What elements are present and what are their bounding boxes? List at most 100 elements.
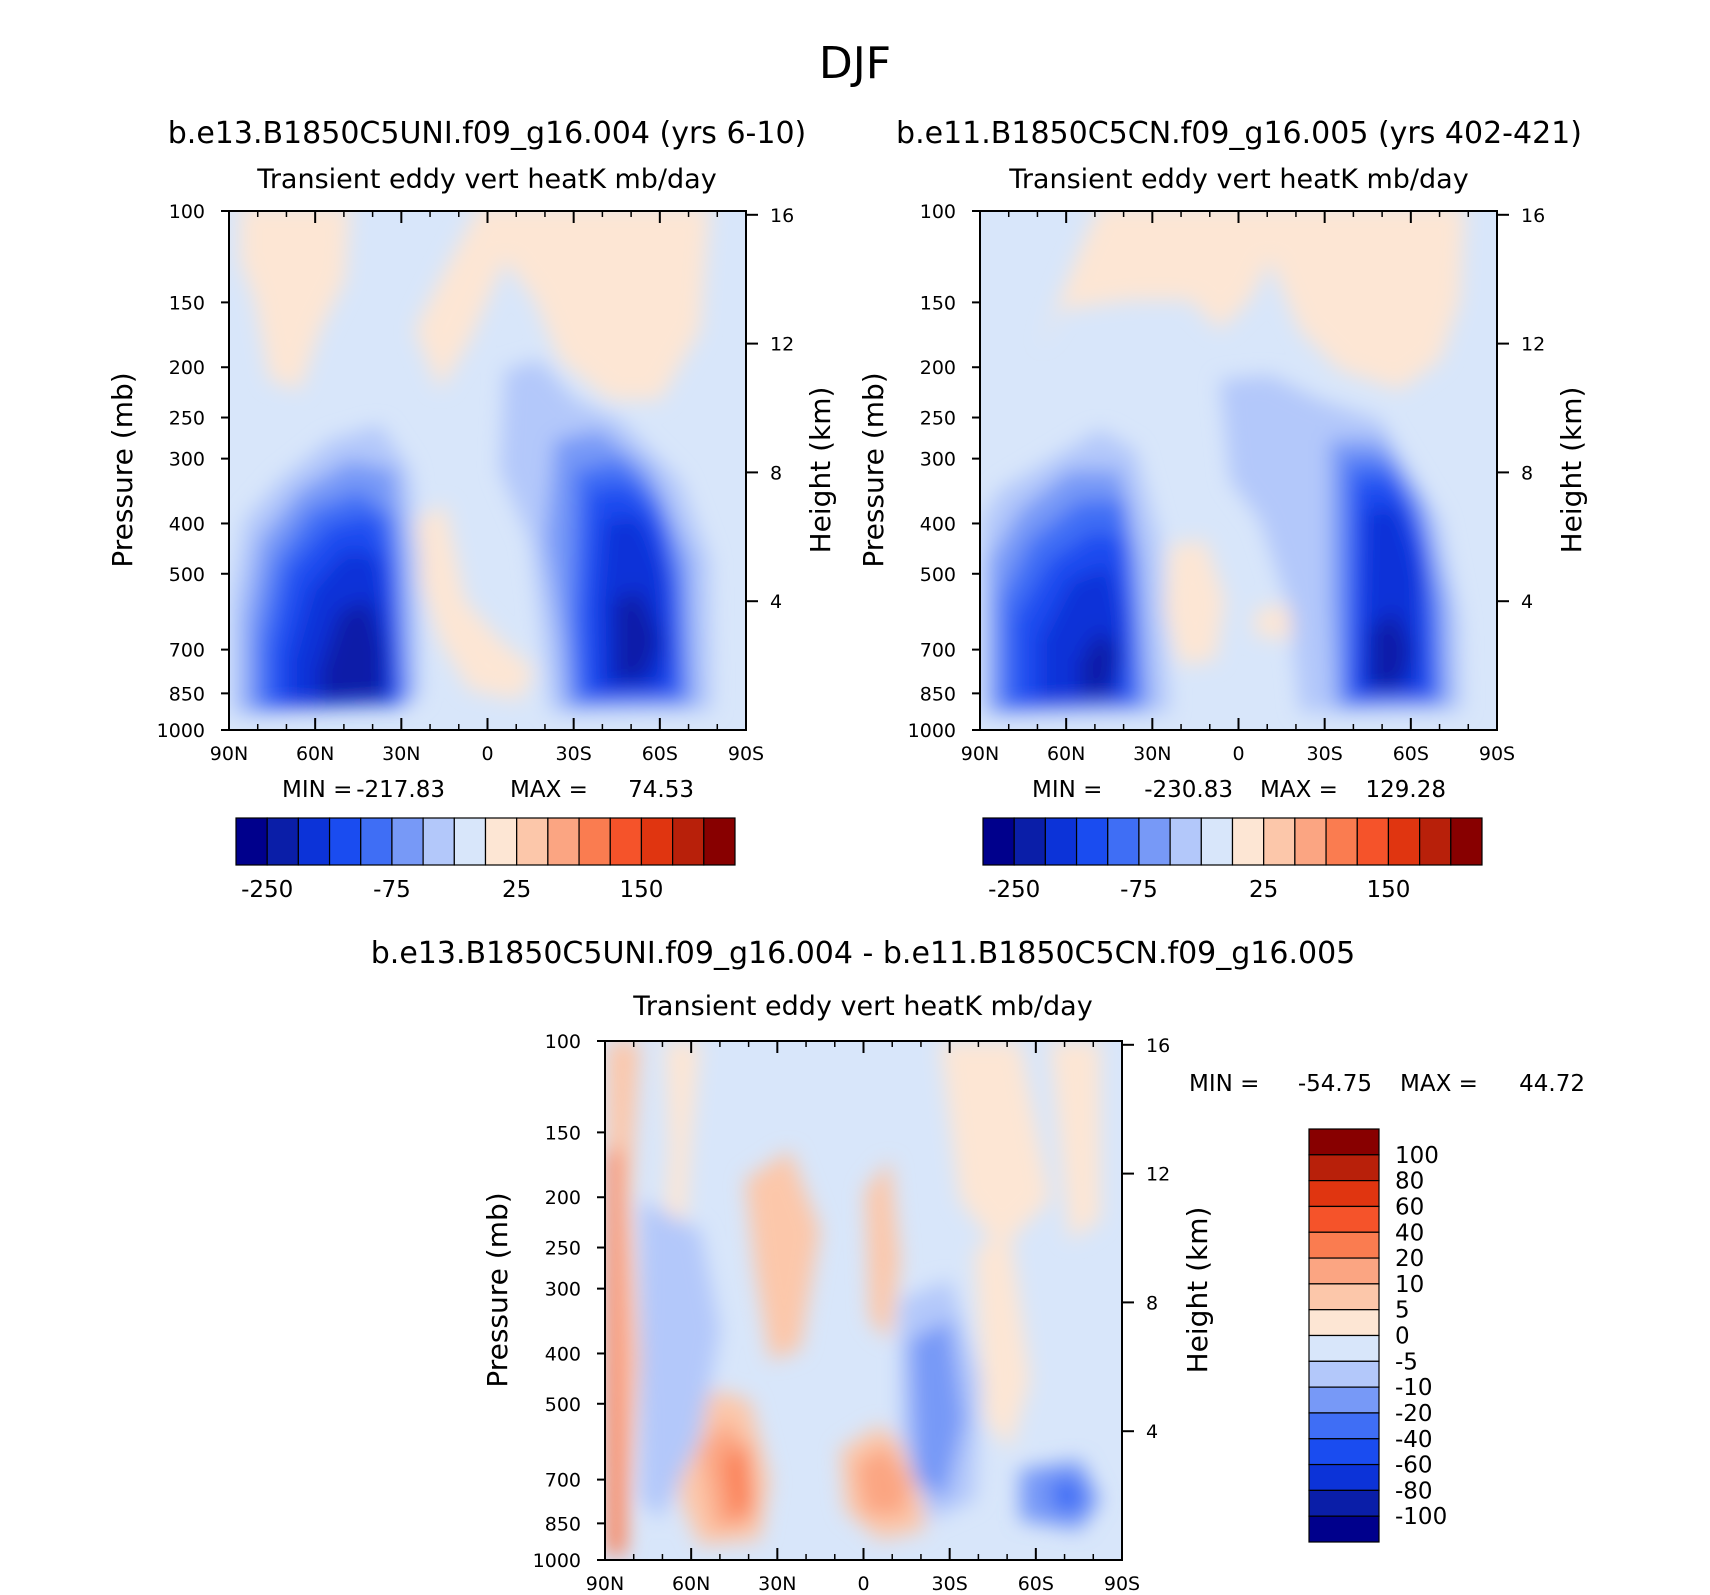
panel-2-max-value: 129.28 xyxy=(1366,777,1446,803)
colorbar-box xyxy=(1308,1463,1380,1491)
colorbar-box xyxy=(1308,1154,1380,1182)
x-tick-label: 90S xyxy=(1479,743,1515,765)
panel-1-case-title: b.e13.B1850C5UNI.f09_g16.004 (yrs 6-10) xyxy=(168,116,807,151)
colorbar-box xyxy=(1138,817,1171,866)
colorbar-label: -20 xyxy=(1395,1401,1433,1427)
x-tick-label: 90N xyxy=(210,743,248,765)
y-tick-label: 150 xyxy=(169,292,205,314)
y-tick-label: 1000 xyxy=(908,720,956,742)
y-tick-label: 850 xyxy=(920,683,956,705)
y-tick-label: 700 xyxy=(169,640,205,662)
y-tick-label: 400 xyxy=(920,513,956,535)
colorbar-box xyxy=(266,817,299,866)
colorbar-box xyxy=(1231,817,1265,866)
colorbar-box xyxy=(609,817,643,866)
colorbar-box xyxy=(982,817,1015,866)
x-tick-label: 30N xyxy=(758,1573,796,1591)
colorbar-box xyxy=(1308,1205,1380,1233)
x-tick-label: 0 xyxy=(1232,743,1244,765)
colorbar-box xyxy=(1325,817,1358,866)
panel-2-min-value: -230.83 xyxy=(1144,777,1233,803)
x-tick-label: 90S xyxy=(728,743,764,765)
colorbar-box xyxy=(703,817,736,866)
colorbar-box xyxy=(547,817,580,866)
colorbar-box xyxy=(578,817,611,866)
colorbar-box xyxy=(1450,817,1483,866)
x-tick-label: 60S xyxy=(642,743,678,765)
colorbar-label: -100 xyxy=(1395,1504,1447,1530)
y-tick-label: 300 xyxy=(169,449,205,471)
colorbar-box xyxy=(391,817,424,866)
y-tick-label: 300 xyxy=(920,449,956,471)
y-tick-label: 700 xyxy=(545,1470,581,1492)
colorbar-label: -10 xyxy=(1395,1375,1433,1401)
colorbar-label: 25 xyxy=(1249,877,1278,903)
panel-3-positive-region xyxy=(865,1160,900,1340)
y-tick-label: 850 xyxy=(545,1513,581,1535)
panel-2: b.e11.B1850C5CN.f09_g16.005 (yrs 402-421… xyxy=(857,116,1588,903)
y-tick-label: 1000 xyxy=(157,720,205,742)
x-tick-label: 30S xyxy=(556,743,592,765)
panel-1-ylabel-right: Height (km) xyxy=(804,387,837,554)
panel-3-positive-region xyxy=(940,1041,1050,1250)
colorbar-label: -80 xyxy=(1395,1478,1433,1504)
panel-2-colorbar: -250 -75 25 150 xyxy=(982,817,1483,903)
y-tick-label: 250 xyxy=(545,1238,581,1260)
colorbar-label: -250 xyxy=(241,877,293,903)
colorbar-label: -250 xyxy=(988,877,1040,903)
y-right-tick-label: 12 xyxy=(770,334,794,356)
y-tick-label: 700 xyxy=(920,640,956,662)
colorbar-box xyxy=(1308,1515,1380,1543)
colorbar-label: -5 xyxy=(1395,1349,1418,1375)
y-right-tick-label: 4 xyxy=(1146,1421,1158,1443)
y-tick-label: 400 xyxy=(169,513,205,535)
colorbar-box xyxy=(1308,1231,1380,1259)
panel-3-max-label: MAX = xyxy=(1400,1071,1478,1097)
y-tick-label: 200 xyxy=(545,1187,581,1209)
colorbar-box xyxy=(235,817,268,866)
panel-3-case-title: b.e13.B1850C5UNI.f09_g16.004 - b.e11.B18… xyxy=(371,936,1356,971)
panel-2-max-label: MAX = xyxy=(1260,777,1338,803)
x-tick-label: 60S xyxy=(1018,1573,1054,1591)
colorbar-box xyxy=(1075,817,1109,866)
panel-1-positive-region xyxy=(415,211,710,400)
y-tick-label: 150 xyxy=(545,1122,581,1144)
y-tick-label: 250 xyxy=(920,408,956,430)
colorbar-label: -40 xyxy=(1395,1427,1433,1453)
colorbar-label: 20 xyxy=(1395,1246,1424,1272)
y-tick-label: 500 xyxy=(545,1394,581,1416)
panel-3-plot-title: Transient eddy vert heatK mb/day xyxy=(632,991,1092,1022)
y-tick-label: 100 xyxy=(545,1031,581,1053)
panel-2-plot-title: Transient eddy vert heatK mb/day xyxy=(1008,164,1468,195)
y-right-tick-label: 12 xyxy=(1146,1164,1170,1186)
y-tick-label: 150 xyxy=(920,292,956,314)
colorbar-box xyxy=(1387,817,1421,866)
colorbar-label: -75 xyxy=(373,877,411,903)
panel-3-max-value: 44.72 xyxy=(1519,1071,1585,1097)
x-tick-label: 30S xyxy=(1307,743,1343,765)
colorbar-box xyxy=(1200,817,1234,866)
y-right-tick-label: 16 xyxy=(1521,205,1545,227)
y-tick-label: 200 xyxy=(920,357,956,379)
colorbar-label: 40 xyxy=(1395,1220,1424,1246)
colorbar-label: 25 xyxy=(502,877,531,903)
colorbar-box xyxy=(484,817,518,866)
colorbar-box xyxy=(360,817,393,866)
colorbar-box xyxy=(1308,1128,1380,1156)
y-tick-label: 500 xyxy=(169,564,205,586)
colorbar-box xyxy=(1308,1309,1380,1337)
panel-3-positive-region xyxy=(975,1230,1030,1450)
x-tick-label: 30N xyxy=(1133,743,1171,765)
colorbar-label: -60 xyxy=(1395,1453,1433,1479)
panel-1-max-label: MAX = xyxy=(510,777,588,803)
panel-3-min-label: MIN = xyxy=(1189,1071,1259,1097)
colorbar-box xyxy=(453,817,487,866)
y-tick-label: 100 xyxy=(169,201,205,223)
colorbar-box xyxy=(1169,817,1202,866)
panel-1-max-value: 74.53 xyxy=(628,777,694,803)
colorbar-box xyxy=(1308,1489,1380,1517)
x-tick-label: 90S xyxy=(1104,1573,1140,1591)
colorbar-box xyxy=(328,817,362,866)
colorbar-box xyxy=(1308,1257,1380,1285)
